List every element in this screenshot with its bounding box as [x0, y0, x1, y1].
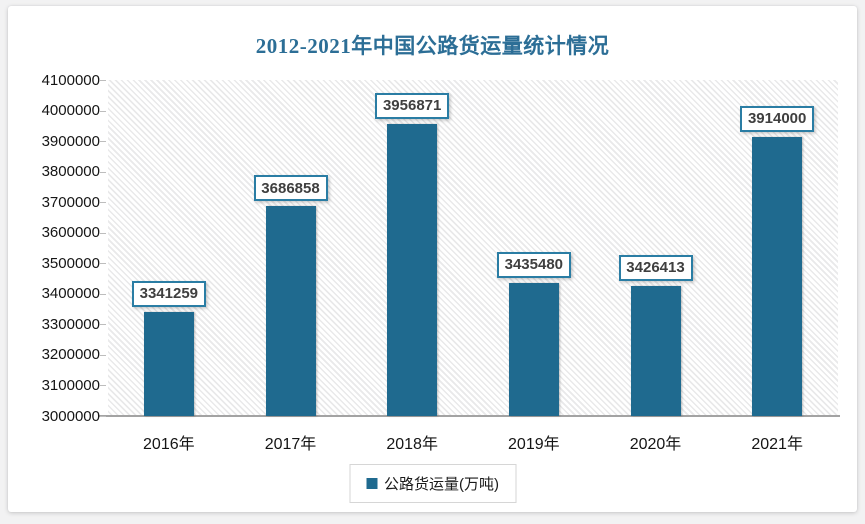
data-label-2020年: 3426413: [618, 254, 693, 281]
y-axis-tick-mark: [100, 416, 106, 417]
legend-label: 公路货运量(万吨): [384, 476, 499, 493]
y-axis-tick-mark: [100, 171, 106, 173]
y-axis-tick-label: 3400000: [41, 285, 100, 303]
legend: 公路货运量(万吨): [349, 464, 516, 503]
y-axis-tick-label: 3100000: [41, 376, 100, 394]
bar-2018年: [387, 123, 438, 416]
y-axis-tick-mark: [100, 202, 106, 204]
bar-2016年: [143, 311, 194, 416]
y-axis-tick-mark: [100, 263, 106, 265]
bar-2020年: [630, 285, 681, 416]
y-axis-tick-mark: [100, 141, 106, 143]
y-axis-tick-mark: [100, 293, 106, 295]
data-label-2018年: 3956871: [375, 92, 450, 119]
legend-square-icon: [366, 478, 377, 489]
y-axis-tick-mark: [100, 354, 106, 356]
y-axis-tick-label: 4100000: [41, 71, 100, 89]
x-axis-label-2021年: 2021年: [751, 436, 803, 453]
y-axis-tick-mark: [100, 232, 106, 234]
bar-2021年: [752, 136, 803, 416]
y-axis-tick-label: 3900000: [41, 132, 100, 150]
bar-2019年: [508, 282, 559, 416]
chart-title: 2012-2021年中国公路货运量统计情况: [255, 34, 610, 58]
y-axis-tick-label: 3700000: [41, 193, 100, 211]
y-axis-tick-label: 3500000: [41, 254, 100, 272]
x-axis-label-2018年: 2018年: [386, 436, 438, 453]
x-axis-label-2019年: 2019年: [508, 436, 560, 453]
data-label-2017年: 3686858: [253, 175, 328, 202]
data-label-2016年: 3341259: [131, 280, 206, 307]
bar-2017年: [265, 206, 316, 416]
x-axis-label-2016年: 2016年: [143, 436, 195, 453]
y-axis-tick-label: 3800000: [41, 163, 100, 181]
y-axis-tick-label: 3300000: [41, 315, 100, 333]
x-axis-label-2017年: 2017年: [264, 436, 317, 453]
x-axis-label-2020年: 2020年: [629, 436, 682, 453]
y-axis-tick-mark: [100, 110, 106, 112]
data-label-2021年: 3914000: [740, 105, 815, 132]
y-axis-tick-label: 3600000: [41, 224, 100, 242]
data-label-2019年: 3435480: [496, 251, 571, 278]
y-axis-tick-mark: [100, 80, 106, 81]
y-axis-tick-label: 4000000: [41, 102, 100, 120]
plot-area: [108, 80, 838, 416]
y-axis-tick-mark: [100, 324, 106, 326]
y-axis-tick-label: 3000000: [41, 407, 100, 425]
chart-card: 2012-2021年中国公路货运量统计情况 4100000 4000000 3900…: [8, 6, 857, 512]
x-axis-line: [99, 415, 840, 417]
y-axis-tick-label: 3200000: [41, 346, 100, 364]
y-axis-tick-mark: [100, 385, 106, 387]
